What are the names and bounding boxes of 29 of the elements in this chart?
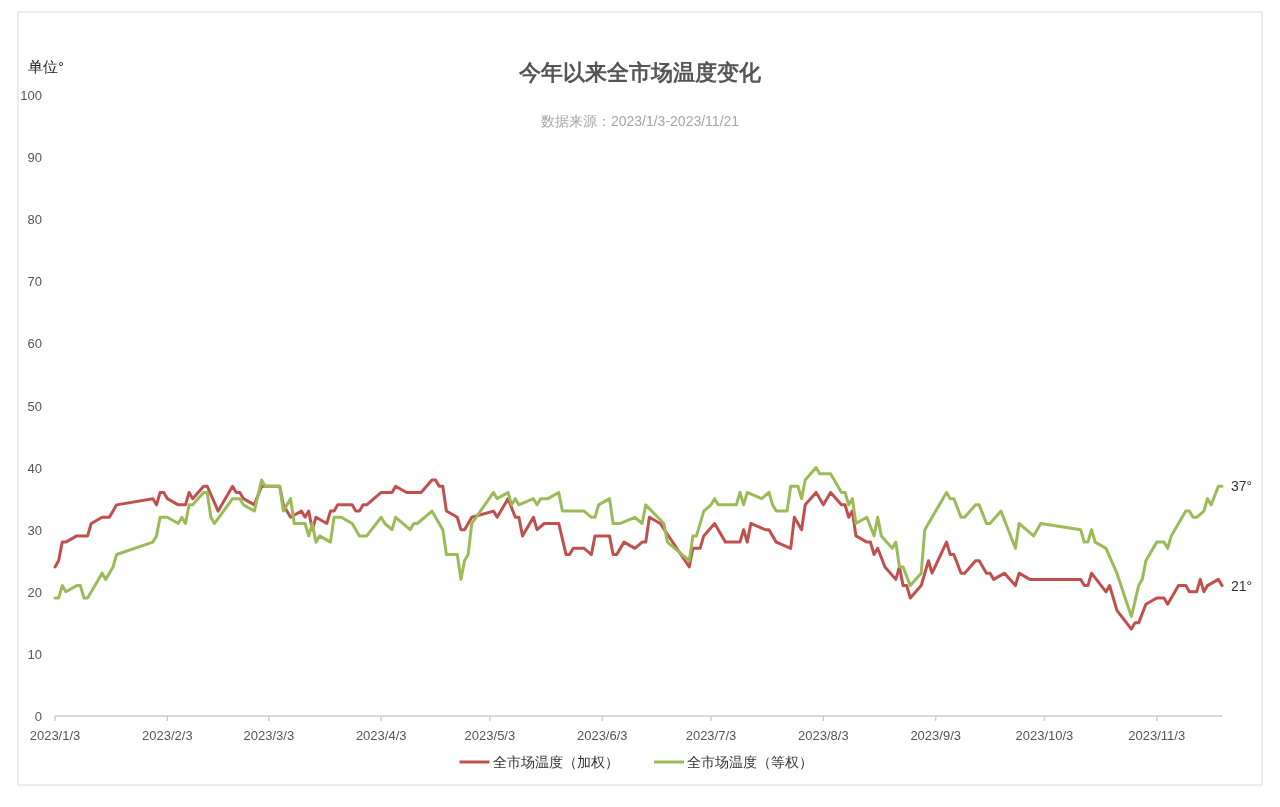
text: 数据来源：2023/1/3-2023/11/21 bbox=[540, 113, 740, 129]
y-tick-label: 60 bbox=[27, 336, 42, 352]
x-tick-label: 2023/9/3 bbox=[910, 728, 961, 743]
annotation: 37° bbox=[1231, 478, 1253, 495]
y-tick-label: 80 bbox=[27, 212, 42, 228]
x-tick-label: 2023/10/3 bbox=[1015, 728, 1074, 743]
x-tick-label: 2023/3/3 bbox=[243, 728, 295, 743]
y-tick-label: 30 bbox=[27, 522, 42, 538]
y-tick-label: 10 bbox=[27, 646, 42, 662]
x-tick-label: 2023/1/3 bbox=[29, 728, 81, 743]
y-axis-title: 单位° bbox=[28, 58, 64, 75]
x-tick-label: 2023/4/3 bbox=[355, 728, 407, 743]
x-tick-label: 2023/8/3 bbox=[798, 728, 849, 743]
legend-label: 全市场温度（等权） bbox=[687, 754, 813, 770]
annotation: 21° bbox=[1231, 577, 1253, 594]
legend-label: 全市场温度（加权） bbox=[492, 754, 619, 770]
x-tick-label: 2023/11/3 bbox=[1128, 728, 1186, 743]
x-tick-label: 2023/5/3 bbox=[464, 728, 516, 743]
y-tick-label: 50 bbox=[27, 398, 42, 414]
y-tick-label: 100 bbox=[20, 88, 42, 103]
y-tick-label: 20 bbox=[27, 584, 42, 600]
x-tick-label: 2023/6/3 bbox=[576, 728, 628, 743]
y-tick-label: 70 bbox=[27, 274, 42, 290]
x-tick-label: 2023/7/3 bbox=[685, 728, 737, 743]
y-tick-label: 90 bbox=[27, 150, 42, 166]
chart-title: 今年以来全市场温度变化 bbox=[518, 60, 762, 85]
x-tick-label: 2023/2/3 bbox=[142, 728, 193, 743]
y-tick-label: 40 bbox=[27, 460, 42, 476]
y-tick-label: 0 bbox=[34, 709, 42, 724]
